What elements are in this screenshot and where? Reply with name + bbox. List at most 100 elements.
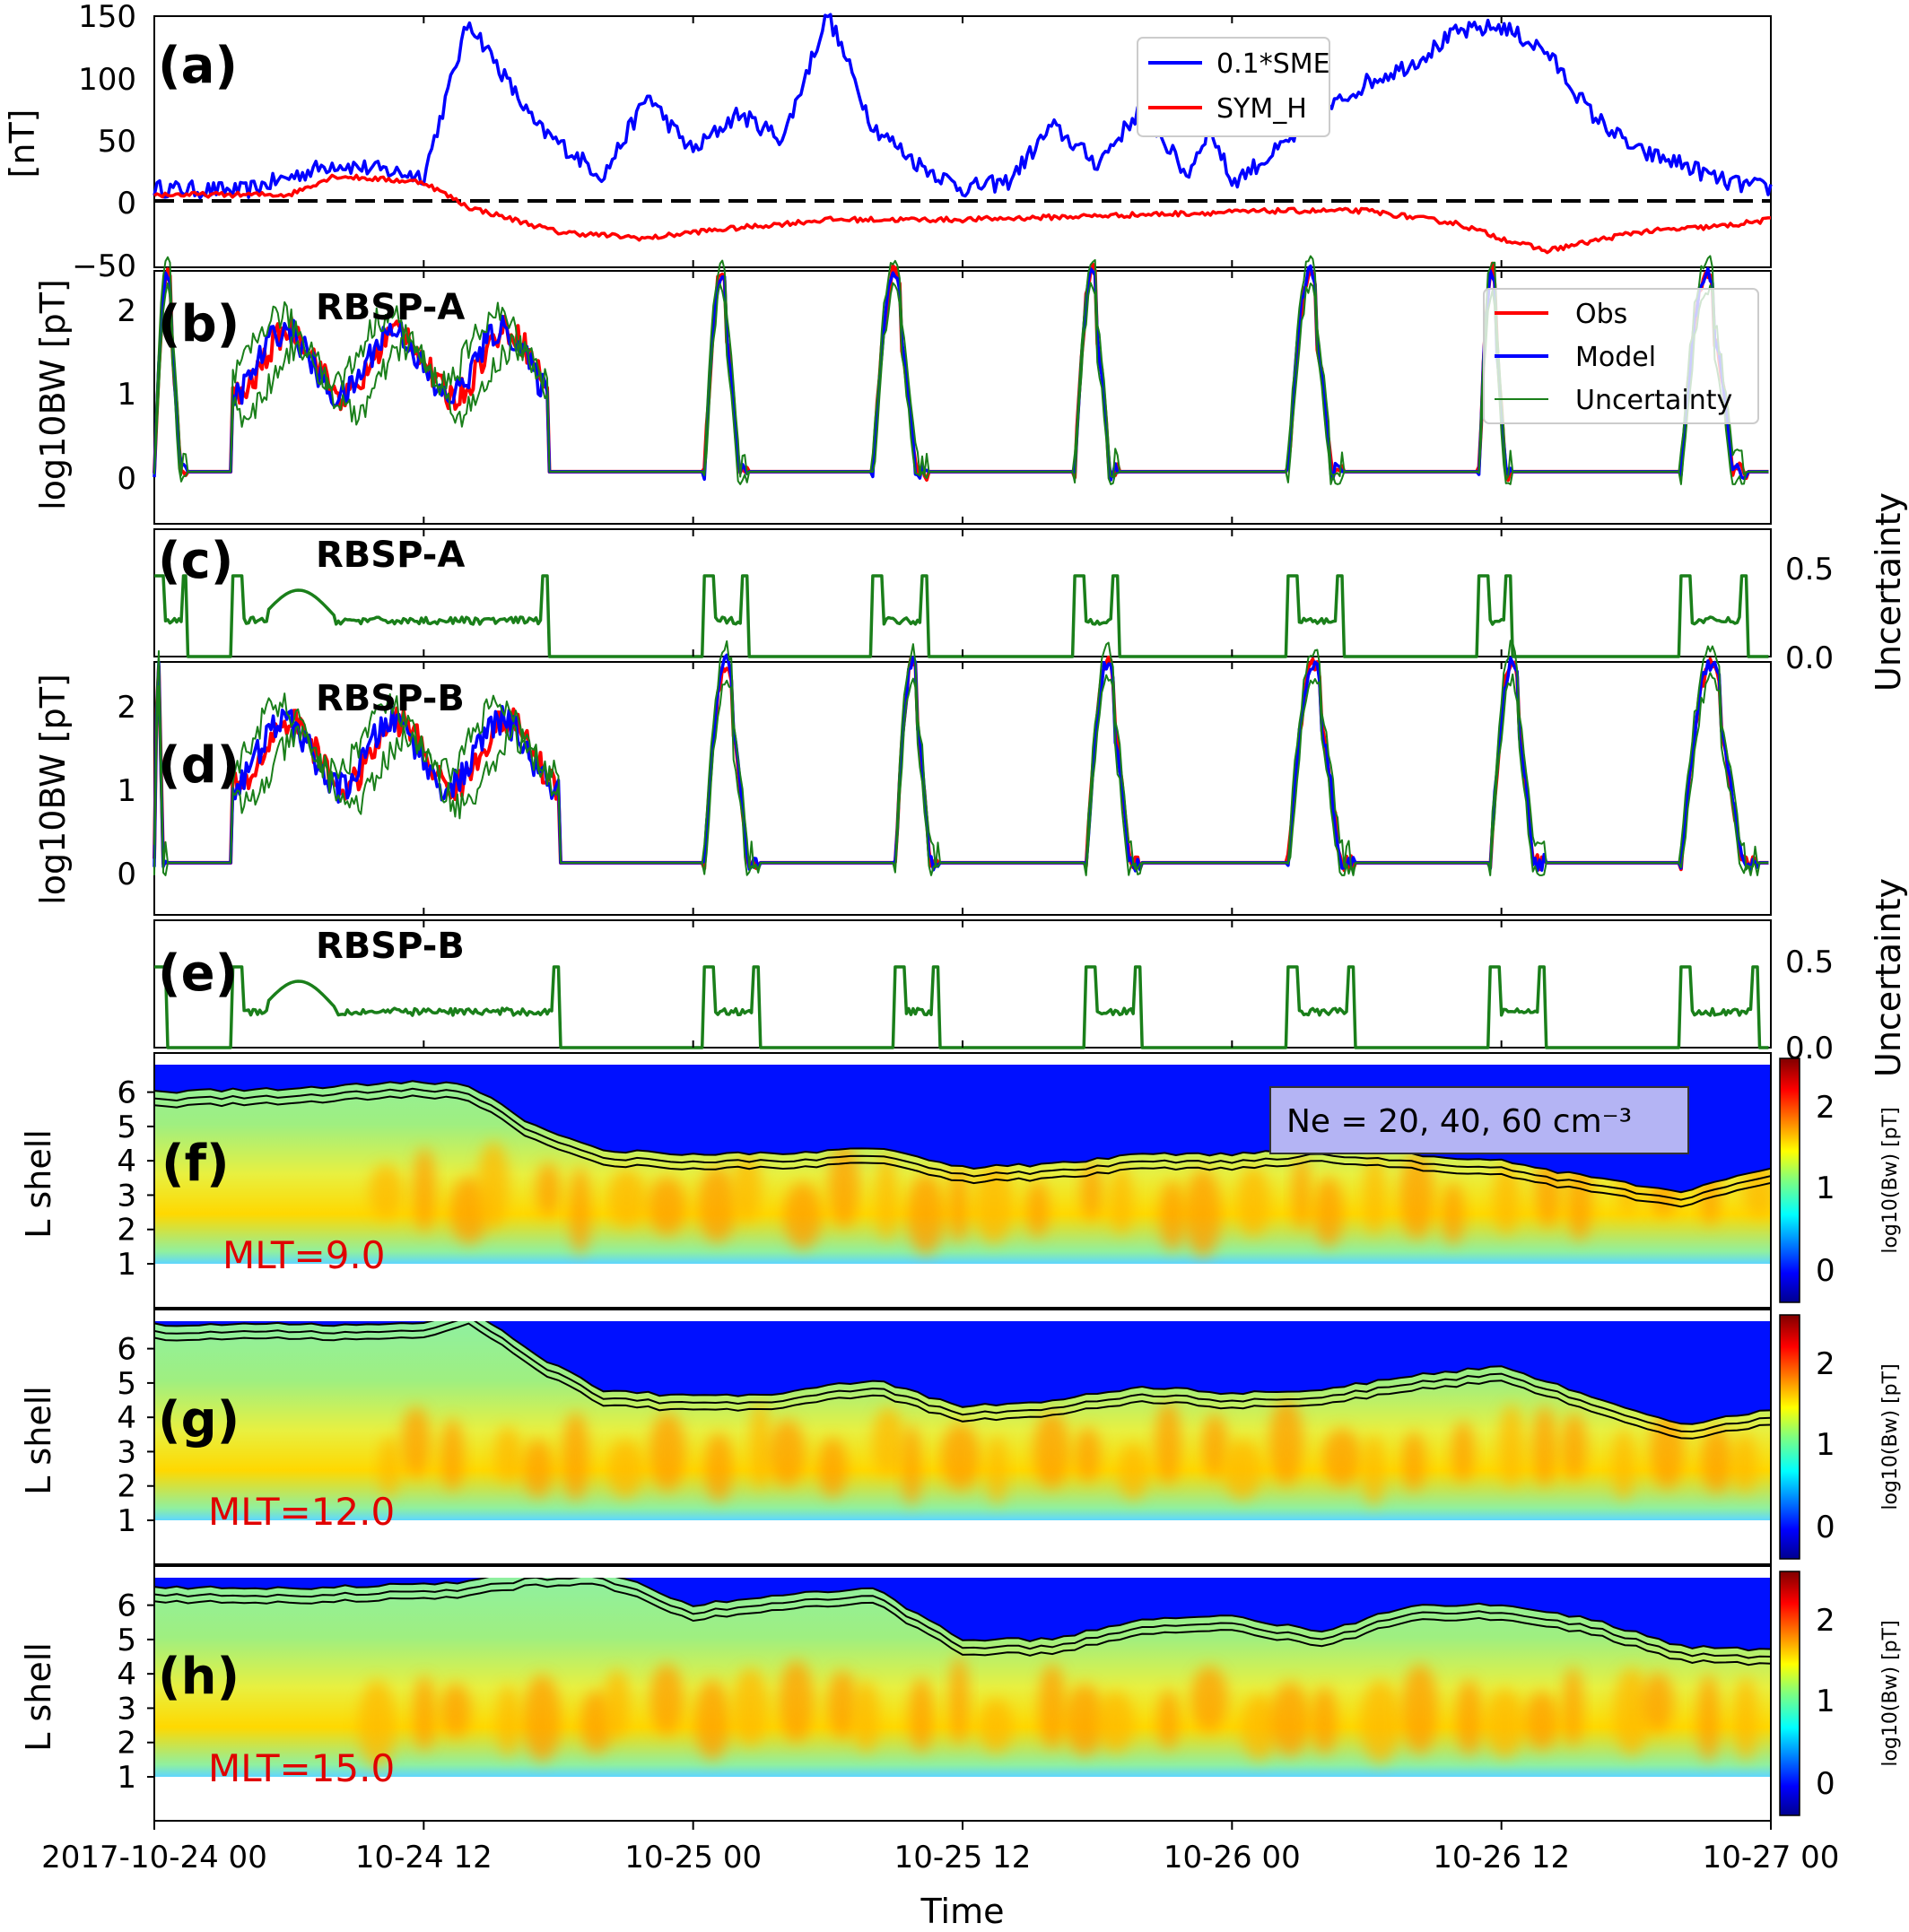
heat-blob bbox=[1270, 1682, 1310, 1756]
ytick: 150 bbox=[78, 0, 136, 35]
panel-a-legend: 0.1*SME SYM_H bbox=[1137, 37, 1330, 137]
heat-blob bbox=[369, 1164, 404, 1220]
ytick: 2 bbox=[117, 1726, 136, 1762]
heat-blob bbox=[413, 1675, 436, 1751]
ytick: 0 bbox=[117, 857, 136, 892]
heat-blob bbox=[902, 1424, 921, 1506]
legend-obs: Obs bbox=[1575, 299, 1627, 330]
panel-c-letter: (c) bbox=[158, 532, 233, 590]
ytick: 1 bbox=[117, 1760, 136, 1796]
heat-blob bbox=[1567, 1156, 1592, 1241]
ytick: 50 bbox=[98, 124, 136, 160]
ytick: 3 bbox=[117, 1434, 136, 1470]
heat-blob bbox=[649, 1663, 684, 1736]
panel-b: (b) RBSP-A 2 1 0 log10BW [pT] Obs Model … bbox=[33, 255, 1772, 525]
x-axis-label: Time bbox=[920, 1892, 1005, 1931]
low-density-region bbox=[154, 1578, 1771, 1651]
panel-g-colorbar: 2 1 0 log10(Bw) [pT] bbox=[1779, 1314, 1902, 1560]
ytick: −50 bbox=[72, 248, 136, 284]
panel-e-letter: (e) bbox=[158, 944, 238, 1003]
panel-f-cb-label: log10(Bw) [pT] bbox=[1879, 1107, 1902, 1253]
heat-blob bbox=[783, 1182, 822, 1249]
heat-blob bbox=[979, 1698, 1013, 1754]
heat-blob bbox=[607, 1439, 643, 1499]
panel-f-frame bbox=[153, 1052, 1772, 1309]
heat-blob bbox=[648, 1176, 686, 1235]
cb-tick: 2 bbox=[1816, 1603, 1835, 1639]
heat-blob bbox=[694, 1679, 730, 1761]
cb-tick: 0 bbox=[1816, 1253, 1835, 1289]
panel-d-series bbox=[153, 640, 1769, 876]
heat-blob bbox=[608, 1169, 646, 1228]
panel-h-letter: (h) bbox=[158, 1648, 240, 1706]
heat-blob bbox=[1532, 1405, 1557, 1487]
ytick: 5 bbox=[117, 1623, 136, 1658]
panel-b-legend: Obs Model Uncertainty bbox=[1483, 288, 1759, 424]
heat-blob bbox=[1118, 1443, 1148, 1501]
heat-blob bbox=[649, 1412, 686, 1492]
heat-blob bbox=[1241, 1693, 1277, 1761]
panel-d-letter: (d) bbox=[158, 736, 240, 795]
panel-a-ylabel: [nT] bbox=[3, 109, 42, 178]
ytick: 2 bbox=[117, 293, 136, 329]
density-contour bbox=[154, 1087, 1771, 1201]
panel-e: (e) RBSP-B 0.5 0.0 Uncertainty bbox=[153, 878, 1908, 1077]
heat-blob bbox=[1311, 1685, 1338, 1754]
heat-blob bbox=[497, 1684, 519, 1758]
cb-tick: 0 bbox=[1816, 1510, 1835, 1545]
panel-g-letter: (g) bbox=[158, 1391, 240, 1449]
ytick: 4 bbox=[117, 1657, 136, 1693]
heat-blob bbox=[1732, 1433, 1757, 1493]
ytick: 1 bbox=[117, 773, 136, 809]
density-contour bbox=[154, 1080, 1771, 1194]
cb-tick: 2 bbox=[1816, 1090, 1835, 1126]
heat-blob bbox=[523, 1439, 554, 1498]
panel-e-sat: RBSP-B bbox=[316, 926, 465, 967]
cb-tick: 1 bbox=[1816, 1427, 1835, 1463]
panel-e-ylabel: Uncertainty bbox=[1869, 878, 1908, 1077]
ytick: 1 bbox=[117, 377, 136, 413]
panel-a-frame bbox=[153, 15, 1772, 268]
density-contour bbox=[154, 1578, 1771, 1652]
heat-blob bbox=[1643, 1672, 1674, 1733]
heat-blob bbox=[1401, 1664, 1438, 1754]
heat-blob bbox=[562, 1412, 589, 1501]
x-tick-label: 10-24 12 bbox=[355, 1840, 493, 1875]
heat-blob bbox=[697, 1166, 737, 1243]
x-axis: 2017-10-24 00 10-24 12 10-25 00 10-25 12 10-… bbox=[41, 16, 1839, 1875]
heat-blob bbox=[494, 1426, 521, 1484]
panel-a: (a) 150 100 50 0 −50 [nT] 0.1*SME SYM_H bbox=[3, 0, 1773, 284]
ytick: 2 bbox=[117, 1469, 136, 1505]
heat-blob bbox=[1322, 1428, 1362, 1487]
heat-blob bbox=[1155, 1401, 1181, 1485]
ne-label: Ne = 20, 40, 60 cm⁻³ bbox=[1286, 1103, 1632, 1140]
heat-blob bbox=[826, 1670, 859, 1738]
panel-a-yticks: 150 100 50 0 −50 bbox=[72, 0, 136, 284]
ytick: 6 bbox=[117, 1588, 136, 1624]
panel-h-ylabel: L shell bbox=[19, 1642, 58, 1752]
heat-blob bbox=[1360, 1679, 1400, 1764]
ytick: 2 bbox=[117, 1213, 136, 1249]
panel-f-colorbar: 2 1 0 log10(Bw) [pT] bbox=[1779, 1057, 1902, 1303]
heat-blob bbox=[948, 1164, 969, 1243]
heat-blob bbox=[401, 1406, 431, 1478]
ytick: 6 bbox=[117, 1075, 136, 1111]
heat-blob bbox=[1399, 1152, 1434, 1240]
legend-symh: SYM_H bbox=[1216, 93, 1307, 125]
heat-blob bbox=[379, 1436, 399, 1498]
panel-g-heatmap bbox=[154, 1321, 1771, 1520]
ytick: 5 bbox=[117, 1366, 136, 1402]
panel-f-ylabel: L shell bbox=[19, 1129, 58, 1239]
ytick: 0.5 bbox=[1785, 944, 1834, 980]
panel-c-series bbox=[154, 574, 1769, 658]
heat-blob bbox=[1026, 1179, 1050, 1238]
heat-blob bbox=[1493, 1161, 1520, 1235]
panel-c-sat: RBSP-A bbox=[316, 535, 465, 576]
heat-blob bbox=[413, 1147, 436, 1232]
ytick: 1 bbox=[117, 1503, 136, 1539]
ytick: 3 bbox=[117, 1691, 136, 1727]
heat-blob bbox=[1157, 1689, 1180, 1750]
